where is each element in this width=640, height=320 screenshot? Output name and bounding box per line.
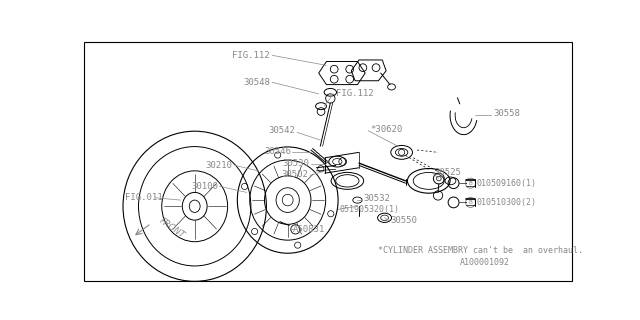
- Text: 30100: 30100: [191, 182, 218, 191]
- Text: FIG.112: FIG.112: [336, 89, 373, 98]
- Text: FRONT: FRONT: [157, 217, 186, 241]
- Text: FIG.112: FIG.112: [232, 51, 270, 60]
- Text: 30550: 30550: [391, 216, 418, 225]
- Text: 30530: 30530: [282, 159, 309, 168]
- Text: 30525: 30525: [434, 168, 461, 177]
- Text: 010509160(1): 010509160(1): [477, 179, 537, 188]
- Text: 30558: 30558: [493, 108, 520, 117]
- Text: 30210: 30210: [206, 161, 233, 170]
- Text: B: B: [468, 200, 472, 205]
- Text: B: B: [468, 181, 472, 186]
- Text: 30502: 30502: [282, 170, 308, 179]
- Text: 30546: 30546: [264, 147, 291, 156]
- Text: 010510300(2): 010510300(2): [477, 198, 537, 207]
- Text: A100001092: A100001092: [460, 258, 509, 267]
- Text: *30620: *30620: [370, 125, 402, 134]
- Text: 30542: 30542: [269, 126, 296, 135]
- Text: A50831: A50831: [292, 225, 324, 234]
- Text: 30532: 30532: [363, 194, 390, 203]
- Text: FIG.011: FIG.011: [125, 193, 163, 202]
- Text: 30548: 30548: [243, 78, 270, 87]
- Text: *CYLINDER ASSEMBRY can't be  an overhaul.: *CYLINDER ASSEMBRY can't be an overhaul.: [378, 246, 584, 255]
- Text: 051905320(1): 051905320(1): [340, 205, 399, 214]
